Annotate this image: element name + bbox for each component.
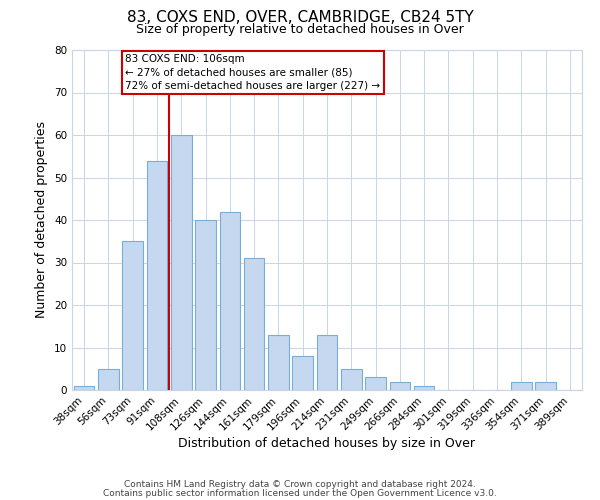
Text: 83, COXS END, OVER, CAMBRIDGE, CB24 5TY: 83, COXS END, OVER, CAMBRIDGE, CB24 5TY — [127, 10, 473, 25]
Bar — [122, 242, 143, 390]
Bar — [220, 212, 240, 390]
X-axis label: Distribution of detached houses by size in Over: Distribution of detached houses by size … — [179, 438, 476, 450]
Bar — [146, 160, 167, 390]
Bar — [244, 258, 265, 390]
Bar — [341, 369, 362, 390]
Bar — [171, 135, 191, 390]
Bar — [535, 382, 556, 390]
Text: Size of property relative to detached houses in Over: Size of property relative to detached ho… — [136, 22, 464, 36]
Bar — [389, 382, 410, 390]
Bar — [414, 386, 434, 390]
Bar — [74, 386, 94, 390]
Bar — [317, 335, 337, 390]
Bar — [268, 335, 289, 390]
Text: Contains HM Land Registry data © Crown copyright and database right 2024.: Contains HM Land Registry data © Crown c… — [124, 480, 476, 489]
Bar — [365, 378, 386, 390]
Bar — [98, 369, 119, 390]
Text: Contains public sector information licensed under the Open Government Licence v3: Contains public sector information licen… — [103, 488, 497, 498]
Bar — [511, 382, 532, 390]
Bar — [195, 220, 216, 390]
Y-axis label: Number of detached properties: Number of detached properties — [35, 122, 49, 318]
Text: 83 COXS END: 106sqm
← 27% of detached houses are smaller (85)
72% of semi-detach: 83 COXS END: 106sqm ← 27% of detached ho… — [125, 54, 380, 90]
Bar — [292, 356, 313, 390]
